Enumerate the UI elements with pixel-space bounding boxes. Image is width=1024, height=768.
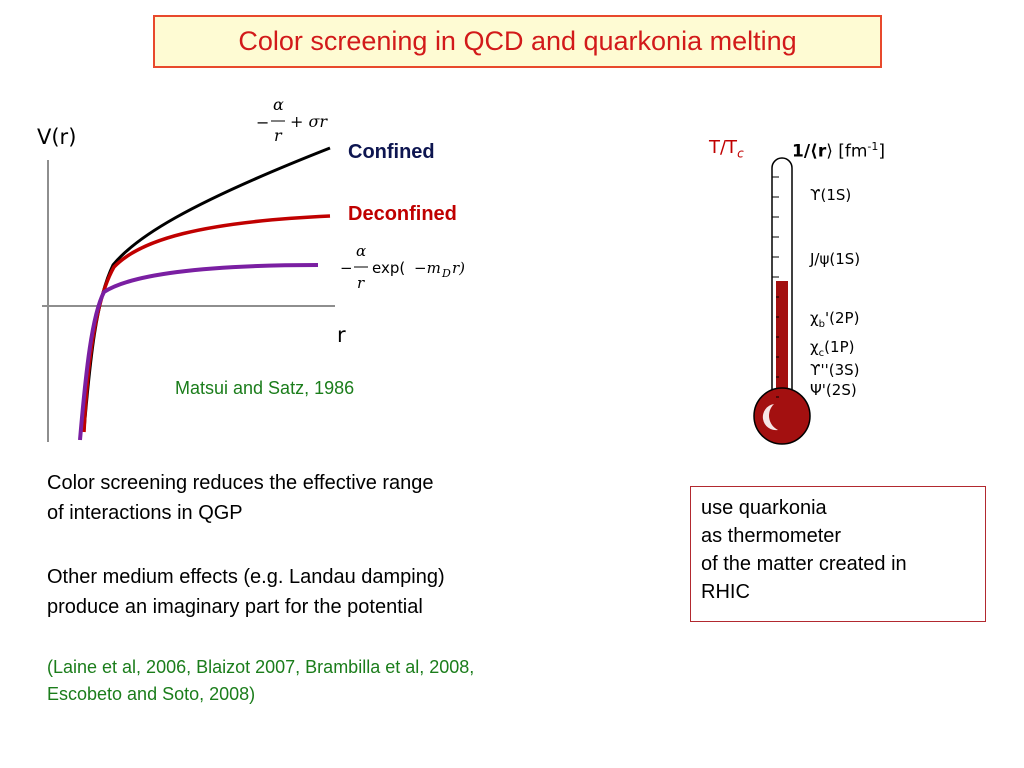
thermo-header-radius: 1/⟨r⟩ [fm-1] — [792, 140, 886, 162]
state-upsilon-1s: ϒ(1S) — [810, 186, 852, 204]
state-chic-1p: χc(1P) — [810, 338, 855, 359]
refs-line1: (Laine et al, 2006, Blaizot 2007, Brambi… — [47, 657, 475, 677]
para2-line2: produce an imaginary part for the potent… — [47, 596, 423, 618]
svg-text:exp(: exp( — [372, 259, 405, 277]
thermometer-mercury — [776, 281, 788, 405]
potential-plot: V(r) r − α r + σr − α r exp( −m D r) — [37, 95, 465, 442]
svg-text:−: − — [340, 259, 353, 277]
confined-label: Confined — [348, 141, 435, 163]
plot-citation: Matsui and Satz, 1986 — [175, 378, 355, 398]
svg-text:r): r) — [452, 259, 465, 277]
svg-text:r: r — [357, 274, 365, 292]
thermo-header-temp: T/Tc — [709, 137, 744, 161]
thermometer-ticks — [772, 176, 779, 398]
note-line-2: as thermometer — [701, 525, 842, 547]
deconfined-label: Deconfined — [348, 203, 457, 225]
note-line-3: of the matter created in — [701, 553, 907, 575]
screened-formula: − α r exp( −m D r) — [340, 242, 465, 292]
state-upsilon-3s: ϒ''(3S) — [810, 361, 860, 379]
note-line-1: use quarkonia — [701, 497, 827, 519]
state-psi-2s: Ψ'(2S) — [810, 381, 857, 399]
refs-line2: Escobeto and Soto, 2008) — [47, 684, 256, 704]
svg-text:α: α — [273, 95, 284, 114]
slide-title: Color screening in QCD and quarkonia mel… — [238, 26, 797, 56]
x-axis-label: r — [337, 323, 346, 347]
thermometer — [753, 157, 811, 445]
svg-text:+ σr: + σr — [290, 112, 328, 131]
thermometer-bulb — [753, 387, 811, 445]
para2-line1: Other medium effects (e.g. Landau dampin… — [47, 566, 445, 588]
svg-text:D: D — [441, 267, 451, 280]
bulb-highlight — [762, 404, 778, 431]
thermometer-note-box: use quarkonia as thermometer of the matt… — [690, 486, 986, 622]
para1-line1: Color screening reduces the effective ra… — [47, 472, 434, 494]
note-line-4: RHIC — [701, 581, 750, 603]
title-box: Color screening in QCD and quarkonia mel… — [153, 15, 882, 68]
state-chib-2p: χb'(2P) — [810, 309, 860, 330]
state-jpsi-1s: J/ψ(1S) — [810, 250, 861, 268]
y-axis-label: V(r) — [37, 125, 76, 149]
confined-formula: − α r + σr — [256, 95, 328, 145]
svg-text:r: r — [274, 126, 283, 145]
svg-text:−: − — [256, 113, 269, 132]
deconfined-curve — [82, 214, 331, 433]
svg-text:−m: −m — [414, 259, 441, 277]
screened-curve — [78, 263, 319, 441]
svg-text:α: α — [356, 242, 366, 260]
para1-line2: of interactions in QGP — [47, 502, 243, 524]
